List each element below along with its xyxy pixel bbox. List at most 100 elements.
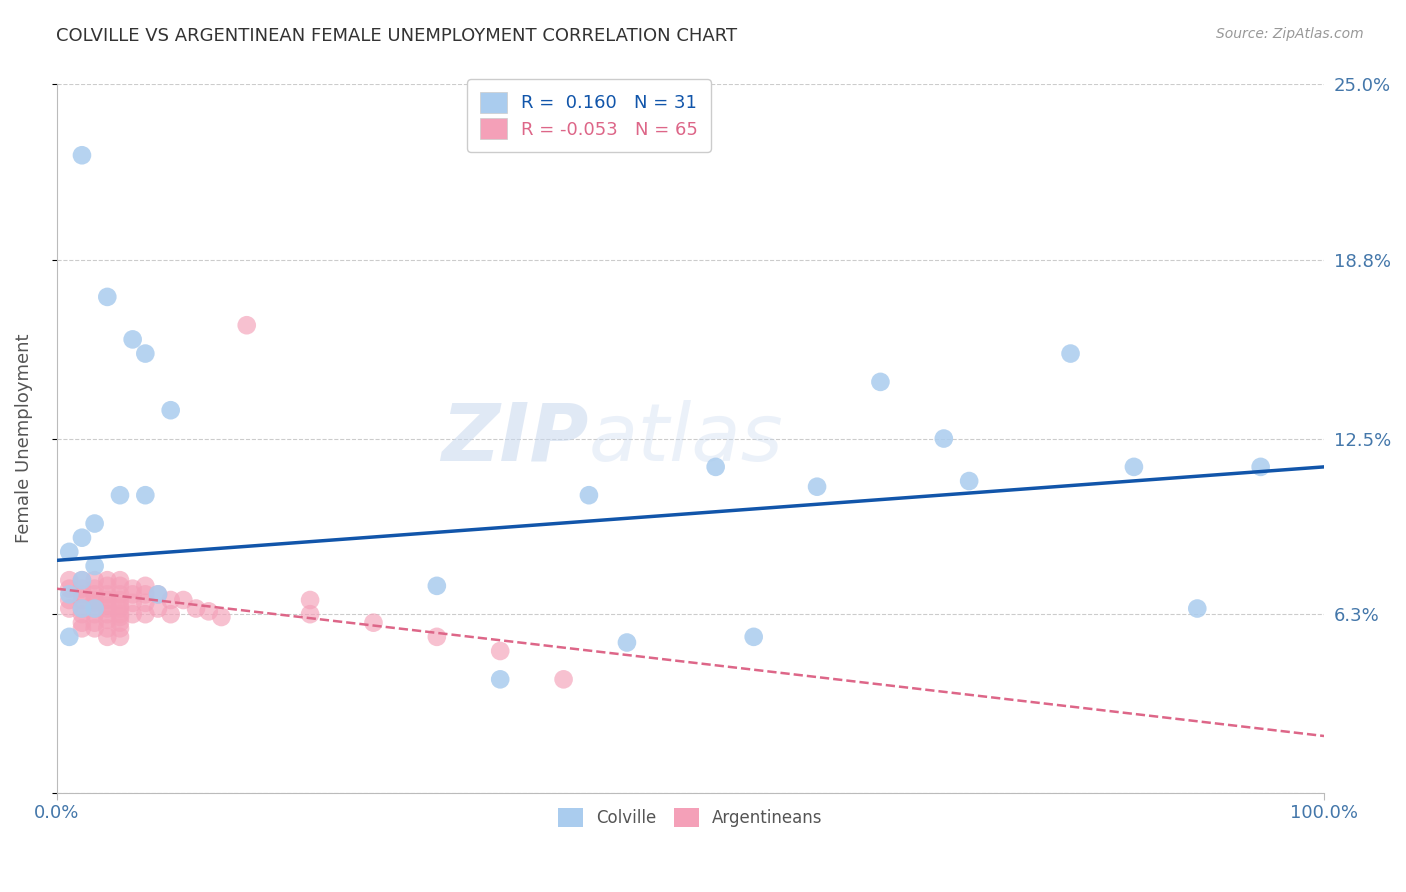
Point [209, 610, 232, 624]
Point [70, 587, 93, 601]
Legend: Colville, Argentineans: Colville, Argentineans [551, 801, 830, 834]
Point [70, 593, 93, 607]
Point [489, 673, 512, 687]
Point [58, 582, 80, 596]
Point [108, 599, 131, 613]
Point [146, 587, 169, 601]
Point [83, 582, 105, 596]
Point [1059, 346, 1081, 360]
Point [96, 613, 118, 627]
Point [96, 621, 118, 635]
Point [108, 488, 131, 502]
Point [578, 488, 600, 502]
Point [108, 615, 131, 630]
Point [70, 573, 93, 587]
Point [70, 573, 93, 587]
Point [70, 531, 93, 545]
Point [83, 601, 105, 615]
Point [134, 596, 156, 610]
Point [108, 593, 131, 607]
Point [108, 630, 131, 644]
Point [96, 607, 118, 622]
Point [159, 607, 181, 622]
Point [96, 599, 118, 613]
Point [108, 573, 131, 587]
Point [299, 607, 322, 622]
Point [58, 545, 80, 559]
Point [806, 480, 828, 494]
Point [172, 593, 194, 607]
Point [426, 579, 449, 593]
Point [957, 474, 980, 488]
Point [869, 375, 891, 389]
Point [70, 615, 93, 630]
Point [553, 673, 575, 687]
Point [108, 587, 131, 601]
Point [70, 607, 93, 622]
Text: ZIP: ZIP [441, 400, 589, 477]
Point [96, 587, 118, 601]
Point [70, 601, 93, 615]
Point [235, 318, 257, 333]
Point [134, 579, 156, 593]
Point [121, 607, 143, 622]
Point [70, 148, 93, 162]
Point [96, 630, 118, 644]
Point [121, 332, 143, 346]
Point [96, 601, 118, 615]
Point [932, 432, 955, 446]
Point [108, 607, 131, 622]
Point [1122, 459, 1144, 474]
Point [96, 290, 118, 304]
Text: COLVILLE VS ARGENTINEAN FEMALE UNEMPLOYMENT CORRELATION CHART: COLVILLE VS ARGENTINEAN FEMALE UNEMPLOYM… [56, 27, 737, 45]
Point [58, 630, 80, 644]
Point [108, 601, 131, 615]
Point [70, 582, 93, 596]
Point [70, 621, 93, 635]
Point [426, 630, 449, 644]
Point [96, 593, 118, 607]
Point [83, 593, 105, 607]
Point [134, 587, 156, 601]
Point [83, 607, 105, 622]
Point [108, 621, 131, 635]
Point [70, 601, 93, 615]
Point [108, 610, 131, 624]
Point [616, 635, 638, 649]
Point [121, 582, 143, 596]
Y-axis label: Female Unemployment: Female Unemployment [15, 334, 32, 543]
Point [58, 573, 80, 587]
Point [83, 596, 105, 610]
Point [58, 601, 80, 615]
Point [134, 488, 156, 502]
Text: Source: ZipAtlas.com: Source: ZipAtlas.com [1216, 27, 1364, 41]
Point [58, 587, 80, 601]
Point [197, 604, 219, 618]
Point [96, 579, 118, 593]
Point [83, 559, 105, 574]
Point [159, 403, 181, 417]
Point [363, 615, 385, 630]
Point [83, 587, 105, 601]
Point [83, 615, 105, 630]
Point [108, 579, 131, 593]
Point [83, 516, 105, 531]
Point [146, 587, 169, 601]
Point [159, 593, 181, 607]
Text: atlas: atlas [589, 400, 783, 477]
Point [1187, 601, 1209, 615]
Point [184, 601, 207, 615]
Point [83, 573, 105, 587]
Point [146, 601, 169, 615]
Point [134, 346, 156, 360]
Point [121, 587, 143, 601]
Point [58, 593, 80, 607]
Point [742, 630, 765, 644]
Point [489, 644, 512, 658]
Point [299, 593, 322, 607]
Point [704, 459, 727, 474]
Point [83, 601, 105, 615]
Point [96, 573, 118, 587]
Point [1250, 459, 1272, 474]
Point [121, 596, 143, 610]
